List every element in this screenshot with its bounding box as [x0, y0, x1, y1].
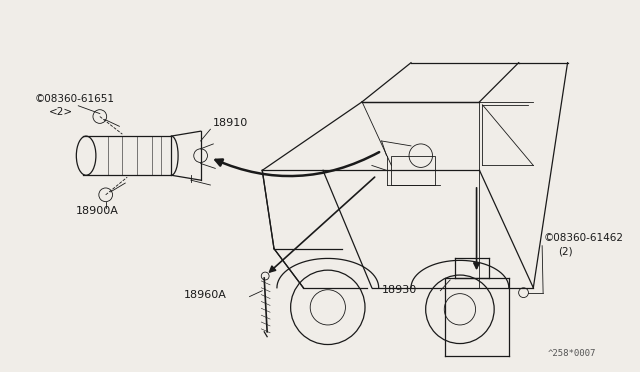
Text: <2>: <2> — [49, 106, 73, 116]
Text: 18960A: 18960A — [184, 289, 227, 299]
Text: ©08360-61651: ©08360-61651 — [35, 94, 115, 104]
Text: 18900A: 18900A — [76, 206, 119, 217]
Text: (2): (2) — [558, 247, 572, 257]
Text: ©08360-61462: ©08360-61462 — [544, 233, 624, 243]
Text: 18930: 18930 — [381, 285, 417, 295]
Text: ^258*0007: ^258*0007 — [548, 349, 596, 358]
Text: 18910: 18910 — [213, 118, 248, 128]
